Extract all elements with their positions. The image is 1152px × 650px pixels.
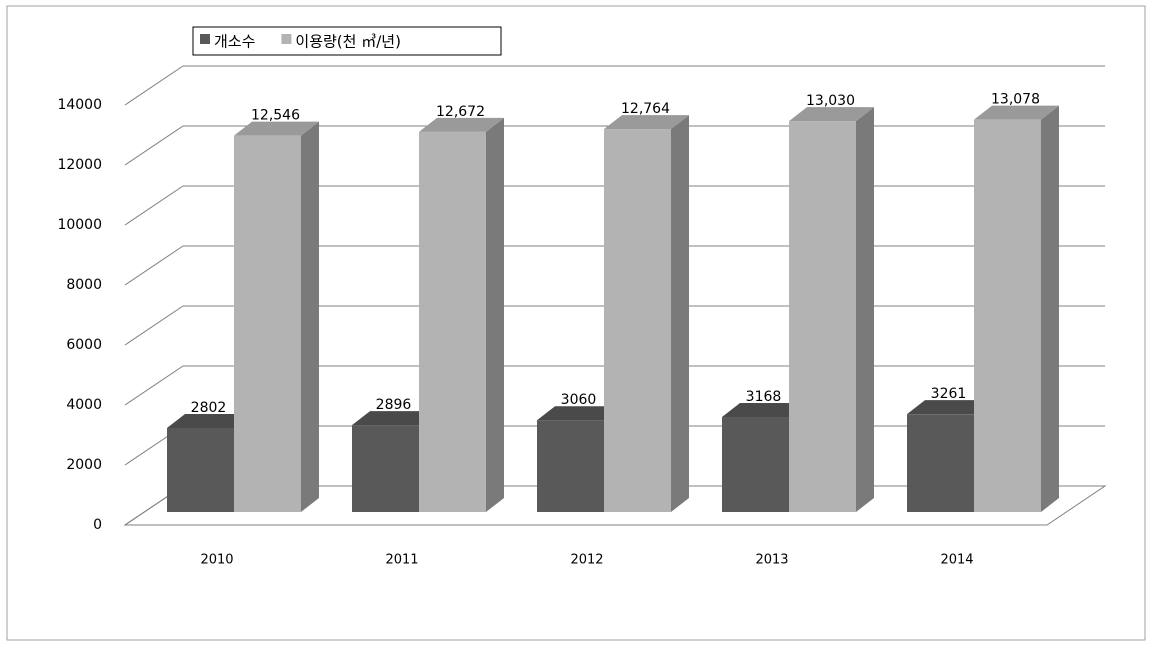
data-label: 12,546: [251, 108, 300, 124]
data-label: 3060: [561, 392, 597, 408]
bar-side: [301, 121, 319, 513]
legend-box: [192, 26, 502, 56]
data-label: 13,030: [806, 93, 855, 109]
grid-line: [124, 65, 1105, 106]
bar-top: [604, 115, 689, 130]
legend-label: 이용량(천 ㎥/년): [295, 33, 401, 51]
bar-side: [486, 117, 504, 512]
data-label: 2896: [376, 397, 412, 413]
x-tick-label: 2012: [570, 553, 603, 568]
bar-top: [722, 402, 807, 417]
bar-side: [1041, 105, 1059, 512]
y-tick-label: 12000: [57, 157, 102, 173]
bar: [234, 135, 301, 512]
legend-swatch: [200, 34, 210, 44]
y-tick-label: 0: [93, 517, 102, 533]
bar-top: [419, 117, 504, 132]
bar: [537, 420, 604, 512]
bar-top: [907, 400, 992, 415]
bar-top: [974, 105, 1059, 120]
y-tick-label: 14000: [57, 97, 102, 113]
bar-top: [352, 411, 437, 426]
y-tick-label: 6000: [66, 337, 102, 353]
data-label: 12,672: [436, 104, 485, 120]
bar: [974, 119, 1041, 512]
legend-label: 개소수: [214, 33, 255, 51]
bar-side: [671, 115, 689, 512]
y-tick-label: 2000: [66, 457, 102, 473]
x-tick-label: 2011: [385, 553, 418, 568]
y-tick-label: 8000: [66, 277, 102, 293]
bar-side: [856, 107, 874, 512]
y-tick-label: 4000: [66, 397, 102, 413]
y-tick-label: 10000: [57, 217, 102, 233]
data-label: 2802: [191, 400, 227, 416]
bar: [789, 121, 856, 512]
bar-top: [537, 406, 622, 421]
bar: [352, 425, 419, 512]
data-label: 3168: [746, 389, 782, 405]
data-label: 12,764: [621, 101, 670, 117]
bar: [604, 129, 671, 512]
bar: [722, 416, 789, 512]
chart-border: [6, 5, 1146, 641]
bar: [419, 131, 486, 512]
x-tick-label: 2013: [755, 553, 788, 568]
legend-swatch: [281, 34, 292, 44]
data-label: 13,078: [991, 92, 1040, 108]
x-tick-label: 2010: [200, 553, 233, 568]
data-label: 3261: [931, 386, 967, 402]
bar: [907, 414, 974, 512]
x-tick-label: 2014: [940, 553, 973, 568]
bar: [167, 427, 234, 512]
bar-top: [167, 413, 252, 428]
bar-top: [234, 121, 319, 136]
bar-top: [789, 107, 874, 122]
